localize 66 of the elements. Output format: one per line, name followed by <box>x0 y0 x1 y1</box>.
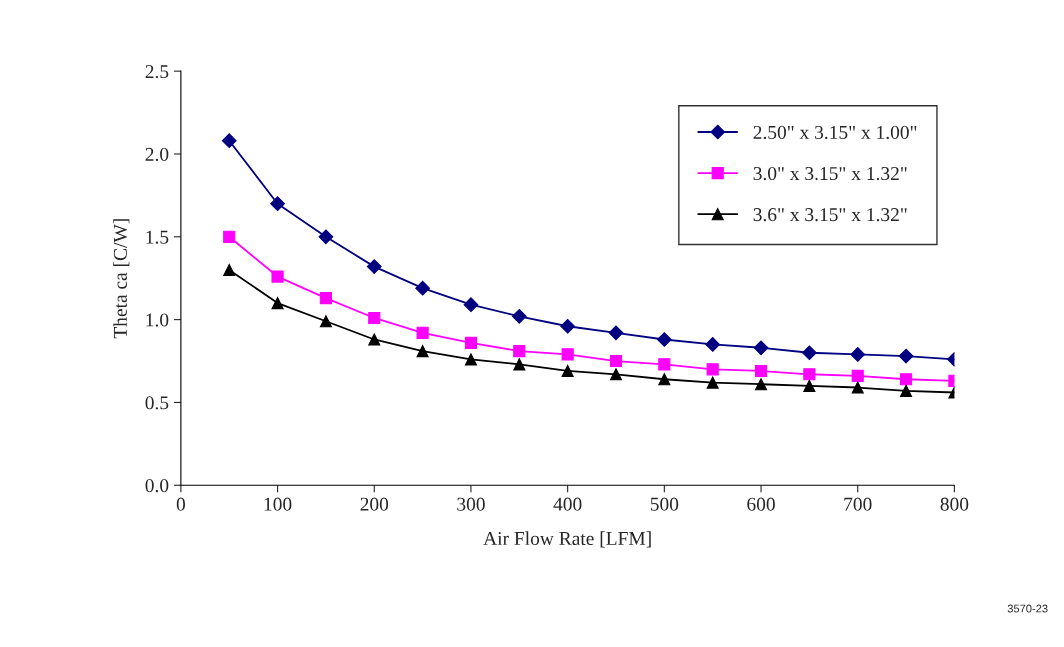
point <box>803 368 816 381</box>
point <box>415 280 430 296</box>
x-tick-label: 100 <box>264 497 292 511</box>
point <box>658 358 671 371</box>
point <box>270 196 285 212</box>
y-tick-label: 2.0 <box>145 147 169 162</box>
point <box>368 311 381 325</box>
point <box>561 364 574 378</box>
point <box>511 308 527 324</box>
y-tick-label: 1.0 <box>146 313 169 327</box>
point <box>608 325 624 341</box>
y-axis-title: Theta ca [C/W] <box>113 219 130 339</box>
x-tick-label: 700 <box>844 497 872 511</box>
x-tick-label: 500 <box>650 497 679 511</box>
legend-label: 3.6" x 3.15" x 1.32" <box>753 208 907 222</box>
point <box>705 337 721 352</box>
point <box>803 379 816 392</box>
legend-label: 2.50" x 3.15" x 1.00" <box>753 125 917 140</box>
y-tick-label: 1.5 <box>146 230 169 244</box>
x-tick-label: 400 <box>553 497 582 511</box>
point <box>464 336 478 349</box>
point <box>656 332 672 347</box>
y-tick-label: 0.5 <box>145 396 169 410</box>
point <box>609 368 623 381</box>
point <box>223 230 236 243</box>
y-tick-label: 2.5 <box>145 65 169 79</box>
point <box>366 259 382 275</box>
point <box>271 296 284 310</box>
point <box>851 369 864 383</box>
point <box>851 381 864 394</box>
point <box>898 348 914 364</box>
point <box>560 318 576 334</box>
point <box>416 345 429 358</box>
legend-label: 3.0" x 3.15" x 1.32" <box>753 166 907 181</box>
point <box>221 133 237 149</box>
point <box>609 354 623 368</box>
point <box>223 263 236 276</box>
point <box>754 378 768 391</box>
point <box>899 384 913 397</box>
point <box>319 292 332 305</box>
point <box>368 333 381 346</box>
y-tick-label: 0.0 <box>145 479 169 493</box>
point <box>271 270 284 283</box>
point <box>754 364 768 378</box>
x-tick-label: 300 <box>457 497 485 511</box>
x-tick-label: 800 <box>940 497 969 511</box>
point <box>318 229 334 245</box>
point <box>801 345 817 361</box>
text: 3570-23 <box>1007 604 1048 613</box>
point <box>658 373 671 386</box>
point <box>464 353 478 366</box>
x-tick-label: 600 <box>747 497 775 511</box>
x-tick-label: 200 <box>360 497 389 511</box>
point <box>706 363 719 376</box>
point <box>319 315 332 328</box>
x-axis-title: Air Flow Rate [LFM] <box>483 531 651 548</box>
point <box>513 345 526 358</box>
point <box>753 340 769 356</box>
point <box>850 347 866 362</box>
x-tick-label: 0 <box>176 497 185 511</box>
point <box>463 297 479 313</box>
point <box>513 358 526 371</box>
point <box>706 376 719 389</box>
point <box>416 326 429 339</box>
point <box>899 373 913 386</box>
point <box>561 348 574 361</box>
